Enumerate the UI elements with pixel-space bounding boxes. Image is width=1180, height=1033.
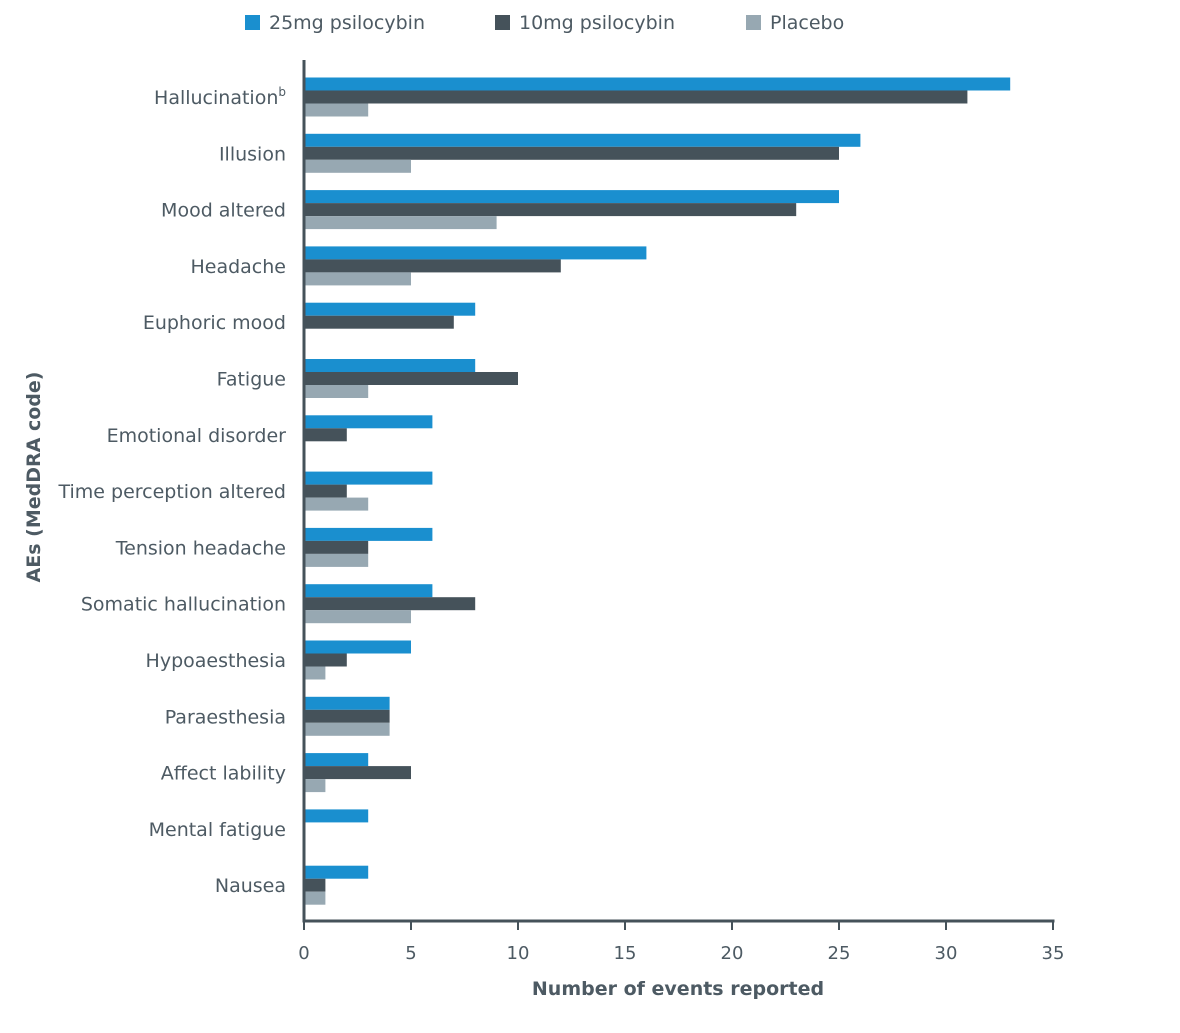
category-label-text: Affect lability xyxy=(161,763,286,785)
category-label-text: Tension headache xyxy=(115,537,286,559)
bar xyxy=(304,471,433,485)
bar xyxy=(304,259,561,273)
bar xyxy=(304,640,411,654)
category-label: Affect lability xyxy=(161,763,286,785)
category-label-text: Euphoric mood xyxy=(143,312,286,334)
category-label-text: Headache xyxy=(190,256,286,278)
bar xyxy=(304,610,411,624)
bar xyxy=(304,540,369,554)
bar xyxy=(304,527,433,541)
category-label: Paraesthesia xyxy=(165,706,286,728)
bar xyxy=(304,159,411,173)
category-label: Headache xyxy=(190,256,286,278)
bar xyxy=(304,865,369,879)
bar xyxy=(304,146,839,160)
bar xyxy=(304,385,369,398)
category-label-text: Somatic hallucination xyxy=(81,594,286,616)
legend-swatch xyxy=(245,15,260,30)
category-label-text: Nausea xyxy=(215,875,286,897)
bar xyxy=(304,315,454,329)
bar xyxy=(304,722,390,736)
bar xyxy=(304,709,390,723)
x-tick-label: 10 xyxy=(507,943,530,964)
category-label: Fatigue xyxy=(217,369,286,391)
category-label-text: Hallucination xyxy=(154,87,278,109)
category-label-superscript: b xyxy=(278,85,286,99)
bar xyxy=(304,77,1011,91)
category-label: Hypoaesthesia xyxy=(146,650,286,672)
bar xyxy=(304,246,647,260)
category-label-text: Mental fatigue xyxy=(149,819,286,841)
x-tick-label: 15 xyxy=(614,943,637,964)
category-label: Nausea xyxy=(215,875,286,897)
bar xyxy=(304,653,347,667)
x-tick-label: 25 xyxy=(828,943,851,964)
bar xyxy=(304,428,347,442)
bar xyxy=(304,203,797,217)
category-label-text: Time perception altered xyxy=(57,481,286,503)
category-label: Euphoric mood xyxy=(143,312,286,334)
bar xyxy=(304,190,839,204)
x-tick-label: 5 xyxy=(405,943,416,964)
bar xyxy=(304,666,326,680)
category-label: Mood altered xyxy=(161,200,286,222)
bar xyxy=(304,497,369,511)
category-label: Illusion xyxy=(219,143,286,165)
axes: 0 5 10 15 20 25 30 35 xyxy=(298,60,1064,964)
bar xyxy=(304,103,369,117)
bar xyxy=(304,484,347,498)
bar xyxy=(304,809,369,823)
bar xyxy=(304,415,433,429)
x-tick-label: 0 xyxy=(298,943,309,964)
category-label-text: Hypoaesthesia xyxy=(146,650,286,672)
bar xyxy=(304,359,476,372)
bar xyxy=(304,372,518,385)
bar xyxy=(304,133,861,147)
bar xyxy=(304,696,390,710)
x-tick-label: 30 xyxy=(935,943,958,964)
category-labels: Hallucinationb Illusion Mood altered Headac… xyxy=(57,85,286,897)
bar xyxy=(304,753,369,767)
legend-label: 10mg psilocybin xyxy=(519,12,675,34)
bar xyxy=(304,597,476,611)
category-label: Emotional disorder xyxy=(107,425,287,447)
category-label: Time perception altered xyxy=(57,481,286,503)
legend-label: Placebo xyxy=(770,12,844,34)
category-label-text: Fatigue xyxy=(217,369,286,391)
legend: 25mg psilocybin 10mg psilocybin Placebo xyxy=(245,12,844,34)
y-axis-title: AEs (MedDRA code) xyxy=(23,372,45,583)
x-axis-title: Number of events reported xyxy=(532,978,824,1000)
category-label-text: Mood altered xyxy=(161,200,286,222)
bar xyxy=(304,584,433,598)
bars xyxy=(304,77,1011,905)
category-label: Hallucinationb xyxy=(154,85,286,109)
category-label: Tension headache xyxy=(115,537,286,559)
legend-label: 25mg psilocybin xyxy=(269,12,425,34)
category-label: Mental fatigue xyxy=(149,819,286,841)
bar xyxy=(304,553,369,567)
bar xyxy=(304,779,326,793)
bar xyxy=(304,302,476,316)
category-label: Somatic hallucination xyxy=(81,594,286,616)
bar xyxy=(304,272,411,286)
category-label-text: Paraesthesia xyxy=(165,706,286,728)
bar xyxy=(304,878,326,892)
bar xyxy=(304,766,411,780)
bar xyxy=(304,891,326,905)
legend-swatch xyxy=(746,15,761,30)
category-label-text: Illusion xyxy=(219,143,286,165)
category-label-text: Emotional disorder xyxy=(107,425,287,447)
bar xyxy=(304,90,968,104)
bar xyxy=(304,216,497,230)
x-tick-label: 35 xyxy=(1042,943,1065,964)
x-tick-label: 20 xyxy=(721,943,744,964)
legend-swatch xyxy=(495,15,510,30)
